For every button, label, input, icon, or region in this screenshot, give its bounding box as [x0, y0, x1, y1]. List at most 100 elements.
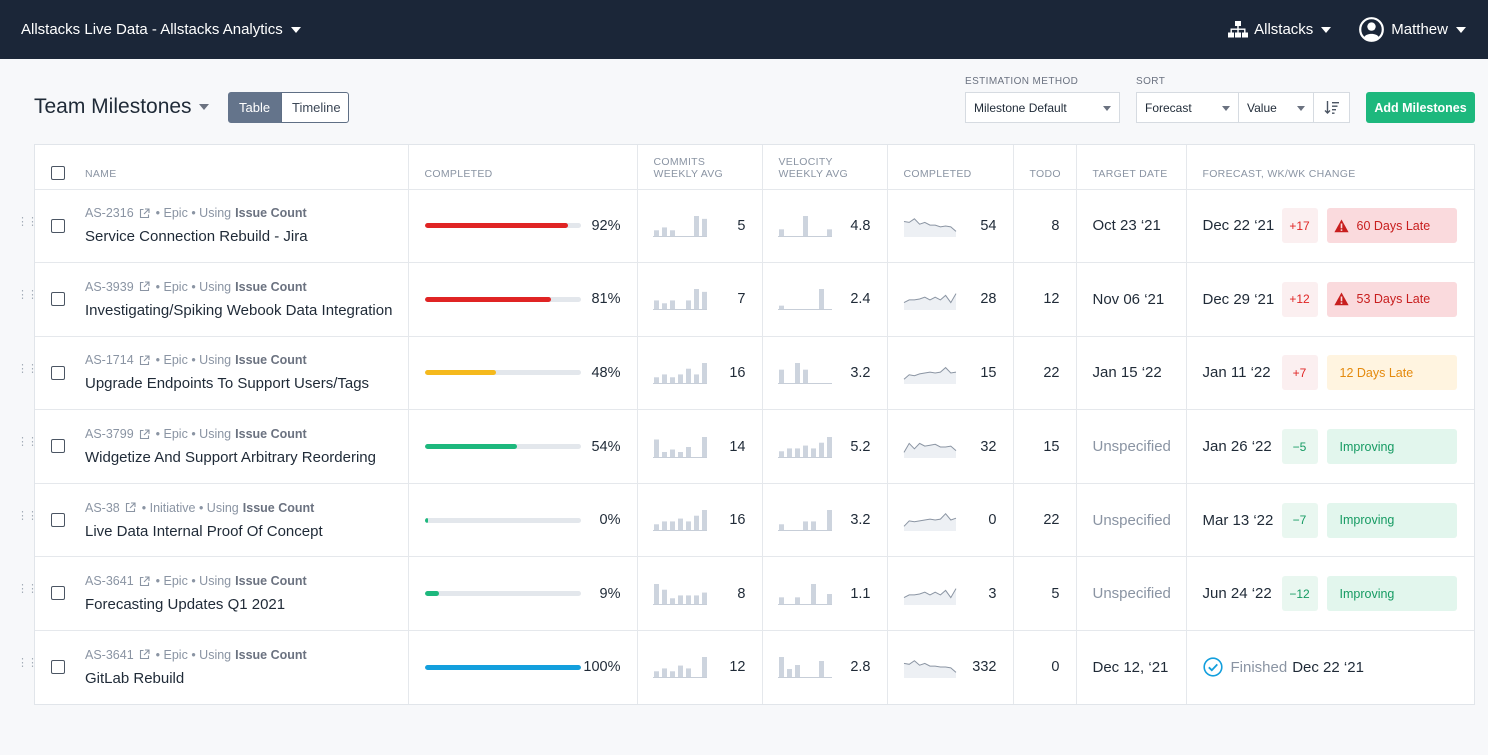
estimation-method: Issue Count [235, 353, 307, 368]
drag-handle-icon[interactable]: ⋮⋮ [17, 436, 38, 449]
commits-weekly-avg: 7 [737, 291, 746, 308]
app-switcher[interactable]: Allstacks Live Data - Allstacks Analytic… [21, 21, 301, 38]
table-row[interactable]: ⋮⋮ AS-3939 • Epic • Using Issue Count In… [17, 262, 1474, 337]
column-header-target-date[interactable]: TARGET DATE [1076, 145, 1187, 190]
external-link-icon[interactable] [139, 281, 150, 292]
weekly-change-badge: −12 [1281, 576, 1318, 612]
estimation-method-select[interactable]: Milestone Default [965, 92, 1120, 123]
drag-handle-icon[interactable]: ⋮⋮ [17, 362, 38, 375]
velocity-weekly-avg: 3.2 [850, 512, 871, 529]
mini-line-chart [903, 442, 956, 458]
external-link-icon[interactable] [125, 502, 136, 513]
row-checkbox[interactable] [51, 292, 65, 307]
app-title: Allstacks Live Data - Allstacks Analytic… [21, 21, 283, 38]
column-header-name[interactable]: NAME [35, 145, 409, 190]
add-milestones-button[interactable]: Add Milestones [1366, 92, 1475, 123]
select-all-checkbox[interactable] [51, 165, 65, 180]
table-row[interactable]: ⋮⋮ AS-1714 • Epic • Using Issue Count Up… [17, 336, 1474, 411]
milestone-title[interactable]: Forecasting Updates Q1 2021 [85, 596, 286, 614]
target-date: Nov 06 ‘21 [1076, 262, 1187, 337]
column-header-completed-count[interactable]: COMPLETED [887, 145, 1014, 190]
issue-key-link[interactable]: AS-3641 [85, 647, 134, 662]
completed-progress-cell: 48% [408, 336, 638, 411]
table-row[interactable]: ⋮⋮ AS-2316 • Epic • Using Issue Count Se… [17, 189, 1474, 264]
user-menu[interactable]: Matthew [1359, 17, 1466, 42]
drag-handle-icon[interactable]: ⋮⋮ [17, 289, 38, 302]
mini-bar [693, 595, 699, 604]
finished-label: Finished [1230, 658, 1288, 676]
estimation-using-label: Using [199, 206, 232, 221]
mini-bar [826, 229, 832, 236]
row-checkbox[interactable] [51, 365, 65, 380]
estimation-method-value: Milestone Default [974, 100, 1067, 115]
mini-bar [802, 369, 808, 383]
forecast-date: Mar 13 ‘22 [1202, 511, 1274, 529]
issue-key-link[interactable]: AS-38 [85, 500, 120, 515]
commits-weekly-avg: 16 [729, 364, 746, 381]
estimation-using-label: Using [199, 279, 232, 294]
issue-key-link[interactable]: AS-3799 [85, 427, 134, 442]
external-link-icon[interactable] [139, 355, 150, 366]
mini-bar [669, 300, 675, 310]
external-link-icon[interactable] [139, 208, 150, 219]
row-checkbox[interactable] [51, 512, 65, 527]
column-header-commits[interactable]: COMMITS WEEKLY AVG [637, 145, 763, 190]
drag-handle-icon[interactable]: ⋮⋮ [17, 583, 38, 596]
mini-line-chart [903, 217, 956, 237]
milestone-title[interactable]: Upgrade Endpoints To Support Users/Tags [85, 375, 370, 393]
mini-line-area [903, 661, 956, 679]
table-row[interactable]: ⋮⋮ AS-3641 • Epic • Using Issue Count Gi… [17, 630, 1474, 704]
table-row[interactable]: ⋮⋮ AS-38 • Initiative • Using Issue Coun… [17, 483, 1474, 558]
sort-field-select[interactable]: Value [1238, 92, 1314, 123]
external-link-icon[interactable] [139, 649, 150, 660]
drag-handle-icon[interactable]: ⋮⋮ [17, 657, 38, 670]
column-header-todo[interactable]: TODO [1013, 145, 1077, 190]
page-title-dropdown[interactable]: Team Milestones [34, 95, 209, 119]
completed-progress-cell: 92% [408, 189, 638, 264]
milestone-title[interactable]: GitLab Rebuild [85, 669, 185, 687]
issue-key-link[interactable]: AS-2316 [85, 206, 134, 221]
mini-bar [786, 448, 792, 457]
external-link-icon[interactable] [139, 429, 150, 440]
bullet-separator: • [155, 353, 164, 368]
column-header-completed-count-label: COMPLETED [903, 167, 972, 180]
mini-bar [778, 657, 784, 678]
drag-handle-icon[interactable]: ⋮⋮ [17, 215, 38, 228]
mini-bar [685, 668, 691, 678]
external-link-icon[interactable] [139, 576, 150, 587]
drag-handle-icon[interactable]: ⋮⋮ [17, 509, 38, 522]
column-header-completed[interactable]: COMPLETED [408, 145, 638, 190]
milestone-title[interactable]: Investigating/Spiking Webook Data Integr… [85, 301, 393, 319]
estimation-using-label: Using [206, 500, 239, 515]
row-checkbox[interactable] [51, 660, 65, 675]
sort-direction-button[interactable] [1313, 92, 1350, 123]
estimation-using-label: Using [199, 574, 232, 589]
table-row[interactable]: ⋮⋮ AS-3799 • Epic • Using Issue Count Wi… [17, 409, 1474, 484]
sort-select[interactable]: Forecast [1136, 92, 1239, 123]
table-view-button[interactable]: Table [228, 92, 281, 123]
table-row[interactable]: ⋮⋮ AS-3641 • Epic • Using Issue Count Fo… [17, 556, 1474, 632]
milestone-title[interactable]: Live Data Internal Proof Of Concept [85, 522, 323, 540]
column-header-todo-label: TODO [1029, 167, 1061, 180]
row-checkbox[interactable] [51, 439, 65, 454]
issue-key-link[interactable]: AS-3939 [85, 279, 134, 294]
row-checkbox[interactable] [51, 218, 65, 233]
mini-bar [778, 306, 784, 310]
milestone-title[interactable]: Service Connection Rebuild - Jira [85, 228, 308, 246]
milestones-table: NAME COMPLETED COMMITS WEEKLY AVG VELOCIT… [17, 144, 1475, 705]
mini-bar [661, 303, 667, 310]
completed-count-cell: 54 [887, 189, 1014, 264]
timeline-view-button[interactable]: Timeline [281, 92, 349, 123]
estimation-method: Issue Count [242, 500, 315, 515]
column-header-velocity[interactable]: VELOCITY WEEKLY AVG [762, 145, 888, 190]
name-cell: ⋮⋮ AS-3799 • Epic • Using Issue Count Wi… [17, 409, 409, 484]
column-header-forecast[interactable]: FORECAST, WK/WK CHANGE [1186, 145, 1474, 190]
org-switcher[interactable]: Allstacks [1228, 21, 1332, 38]
milestone-title[interactable]: Widgetize And Support Arbitrary Reorderi… [85, 449, 376, 467]
row-checkbox[interactable] [51, 586, 65, 601]
mini-bar [701, 592, 707, 604]
mini-line-chart [903, 366, 956, 384]
commits-cell: 7 [637, 262, 763, 337]
issue-key-link[interactable]: AS-1714 [85, 353, 134, 368]
issue-key-link[interactable]: AS-3641 [85, 574, 134, 589]
